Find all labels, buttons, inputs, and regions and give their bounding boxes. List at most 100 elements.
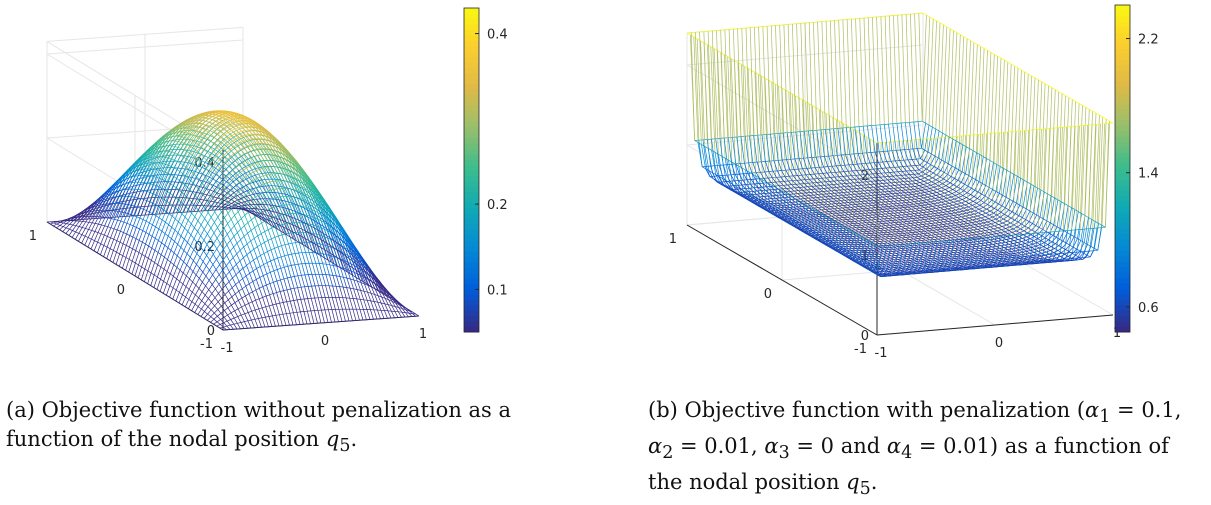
surface-mesh-line <box>263 285 267 287</box>
surface-mesh-line <box>224 191 228 193</box>
surface-mesh-line <box>145 246 149 256</box>
surface-mesh-line <box>148 284 151 286</box>
surface-mesh-line <box>126 247 129 257</box>
surface-mesh-line <box>228 297 232 300</box>
surface-mesh-line <box>206 260 210 266</box>
surface-mesh-line <box>146 232 149 234</box>
surface-mesh-line <box>211 310 214 313</box>
surface-mesh-line <box>271 248 275 250</box>
surface-mesh-line <box>181 150 185 156</box>
surface-mesh-line <box>251 151 254 157</box>
surface-mesh-line <box>85 238 89 246</box>
surface-mesh-line <box>231 305 234 311</box>
surface-mesh-line <box>213 185 217 187</box>
surface-mesh-line <box>101 235 105 244</box>
surface-mesh-line <box>107 247 110 249</box>
surface-mesh-line <box>114 219 117 220</box>
surface-mesh-line <box>60 222 63 223</box>
surface-mesh-line <box>123 234 127 244</box>
surface-mesh-line <box>292 254 295 265</box>
surface-mesh-line <box>100 245 104 254</box>
surface-mesh-line <box>196 171 200 177</box>
surface-mesh-line <box>212 285 215 289</box>
surface-mesh-line <box>160 199 164 207</box>
surface-mesh-line <box>290 313 293 325</box>
surface-mesh-line <box>226 183 230 187</box>
surface-mesh-line <box>215 212 218 217</box>
surface-mesh-line <box>251 217 255 220</box>
surface-mesh-line <box>144 282 147 284</box>
surface-mesh-line <box>360 299 364 300</box>
surface-mesh-line <box>217 319 221 321</box>
surface-mesh-line <box>113 250 116 252</box>
surface-mesh-line <box>186 191 190 192</box>
surface-mesh-line <box>149 206 152 215</box>
surface-mesh-line <box>199 272 203 278</box>
surface-mesh-line <box>209 280 212 284</box>
surface-mesh-line <box>100 255 103 257</box>
surface-mesh-line <box>265 317 268 327</box>
surface-mesh-line <box>251 241 254 249</box>
surface-mesh-line <box>86 222 89 223</box>
surface-mesh-line <box>210 260 213 265</box>
surface-mesh-line <box>315 286 318 298</box>
surface-mesh-line <box>111 228 114 229</box>
surface-mesh-line <box>164 260 168 270</box>
surface-mesh-line <box>247 263 251 266</box>
surface-mesh-line <box>274 271 277 281</box>
surface-mesh-line <box>239 289 243 292</box>
surface-mesh-line <box>227 188 231 191</box>
surface-mesh-line <box>91 232 95 240</box>
surface-mesh-line <box>279 315 282 326</box>
surface-mesh-line <box>188 220 191 224</box>
surface-mesh-line <box>214 310 218 314</box>
surface-mesh-line <box>168 227 172 236</box>
surface-mesh-line <box>257 247 260 256</box>
surface-mesh-line <box>290 301 294 302</box>
surface-mesh-line <box>218 310 221 314</box>
surface-mesh-line <box>172 219 176 227</box>
surface-mesh-line <box>275 248 278 258</box>
surface-mesh-line <box>240 250 243 257</box>
surface-mesh-line <box>250 252 253 260</box>
surface-mesh-line <box>224 308 228 311</box>
surface-mesh-line <box>214 322 218 324</box>
surface-mesh-line <box>89 223 93 230</box>
surface-mesh-line <box>230 241 233 248</box>
surface-mesh-line <box>195 313 198 315</box>
surface-mesh-line <box>289 244 292 254</box>
surface-mesh-line <box>160 180 164 188</box>
surface-mesh-line <box>202 276 206 282</box>
surface-mesh-line <box>107 238 111 247</box>
surface-mesh-line <box>148 190 151 198</box>
surface-mesh-line <box>182 297 186 305</box>
surface-mesh-line <box>182 305 185 307</box>
surface-mesh-line <box>255 309 259 310</box>
surface-mesh-line <box>191 228 195 235</box>
surface-mesh-line <box>95 233 99 241</box>
surface-mesh-line <box>250 249 254 252</box>
surface-mesh-line <box>251 320 254 328</box>
surface-mesh-line <box>172 208 176 216</box>
surface-mesh-line <box>251 319 255 320</box>
surface-mesh-line <box>146 221 149 223</box>
surface-mesh-line <box>198 225 202 232</box>
surface-mesh-line <box>176 301 179 303</box>
surface-mesh-line <box>326 286 329 298</box>
surface-mesh-line <box>192 295 196 302</box>
surface-mesh-line <box>151 275 155 286</box>
surface-mesh-line <box>204 223 208 229</box>
surface-mesh-line <box>228 198 232 200</box>
surface-mesh-line <box>256 290 259 299</box>
surface-mesh-line <box>175 222 179 230</box>
surface-mesh-line <box>260 276 264 278</box>
surface-mesh-line <box>246 286 249 294</box>
surface-mesh-line <box>231 215 235 219</box>
surface-mesh-line <box>92 223 96 230</box>
surface-mesh-line <box>224 234 228 239</box>
surface-mesh-line <box>234 226 237 233</box>
surface-mesh-line <box>248 320 252 321</box>
surface-mesh-line <box>152 238 156 248</box>
surface-mesh-line <box>312 263 315 274</box>
surface-mesh-line <box>277 268 281 269</box>
